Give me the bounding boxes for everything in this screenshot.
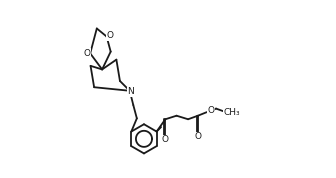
Text: O: O xyxy=(195,132,201,141)
Text: O: O xyxy=(106,31,113,40)
Text: O: O xyxy=(162,135,169,144)
Text: O: O xyxy=(84,49,90,58)
Text: N: N xyxy=(127,87,134,96)
Text: CH₃: CH₃ xyxy=(223,108,240,117)
Text: O: O xyxy=(207,106,214,115)
